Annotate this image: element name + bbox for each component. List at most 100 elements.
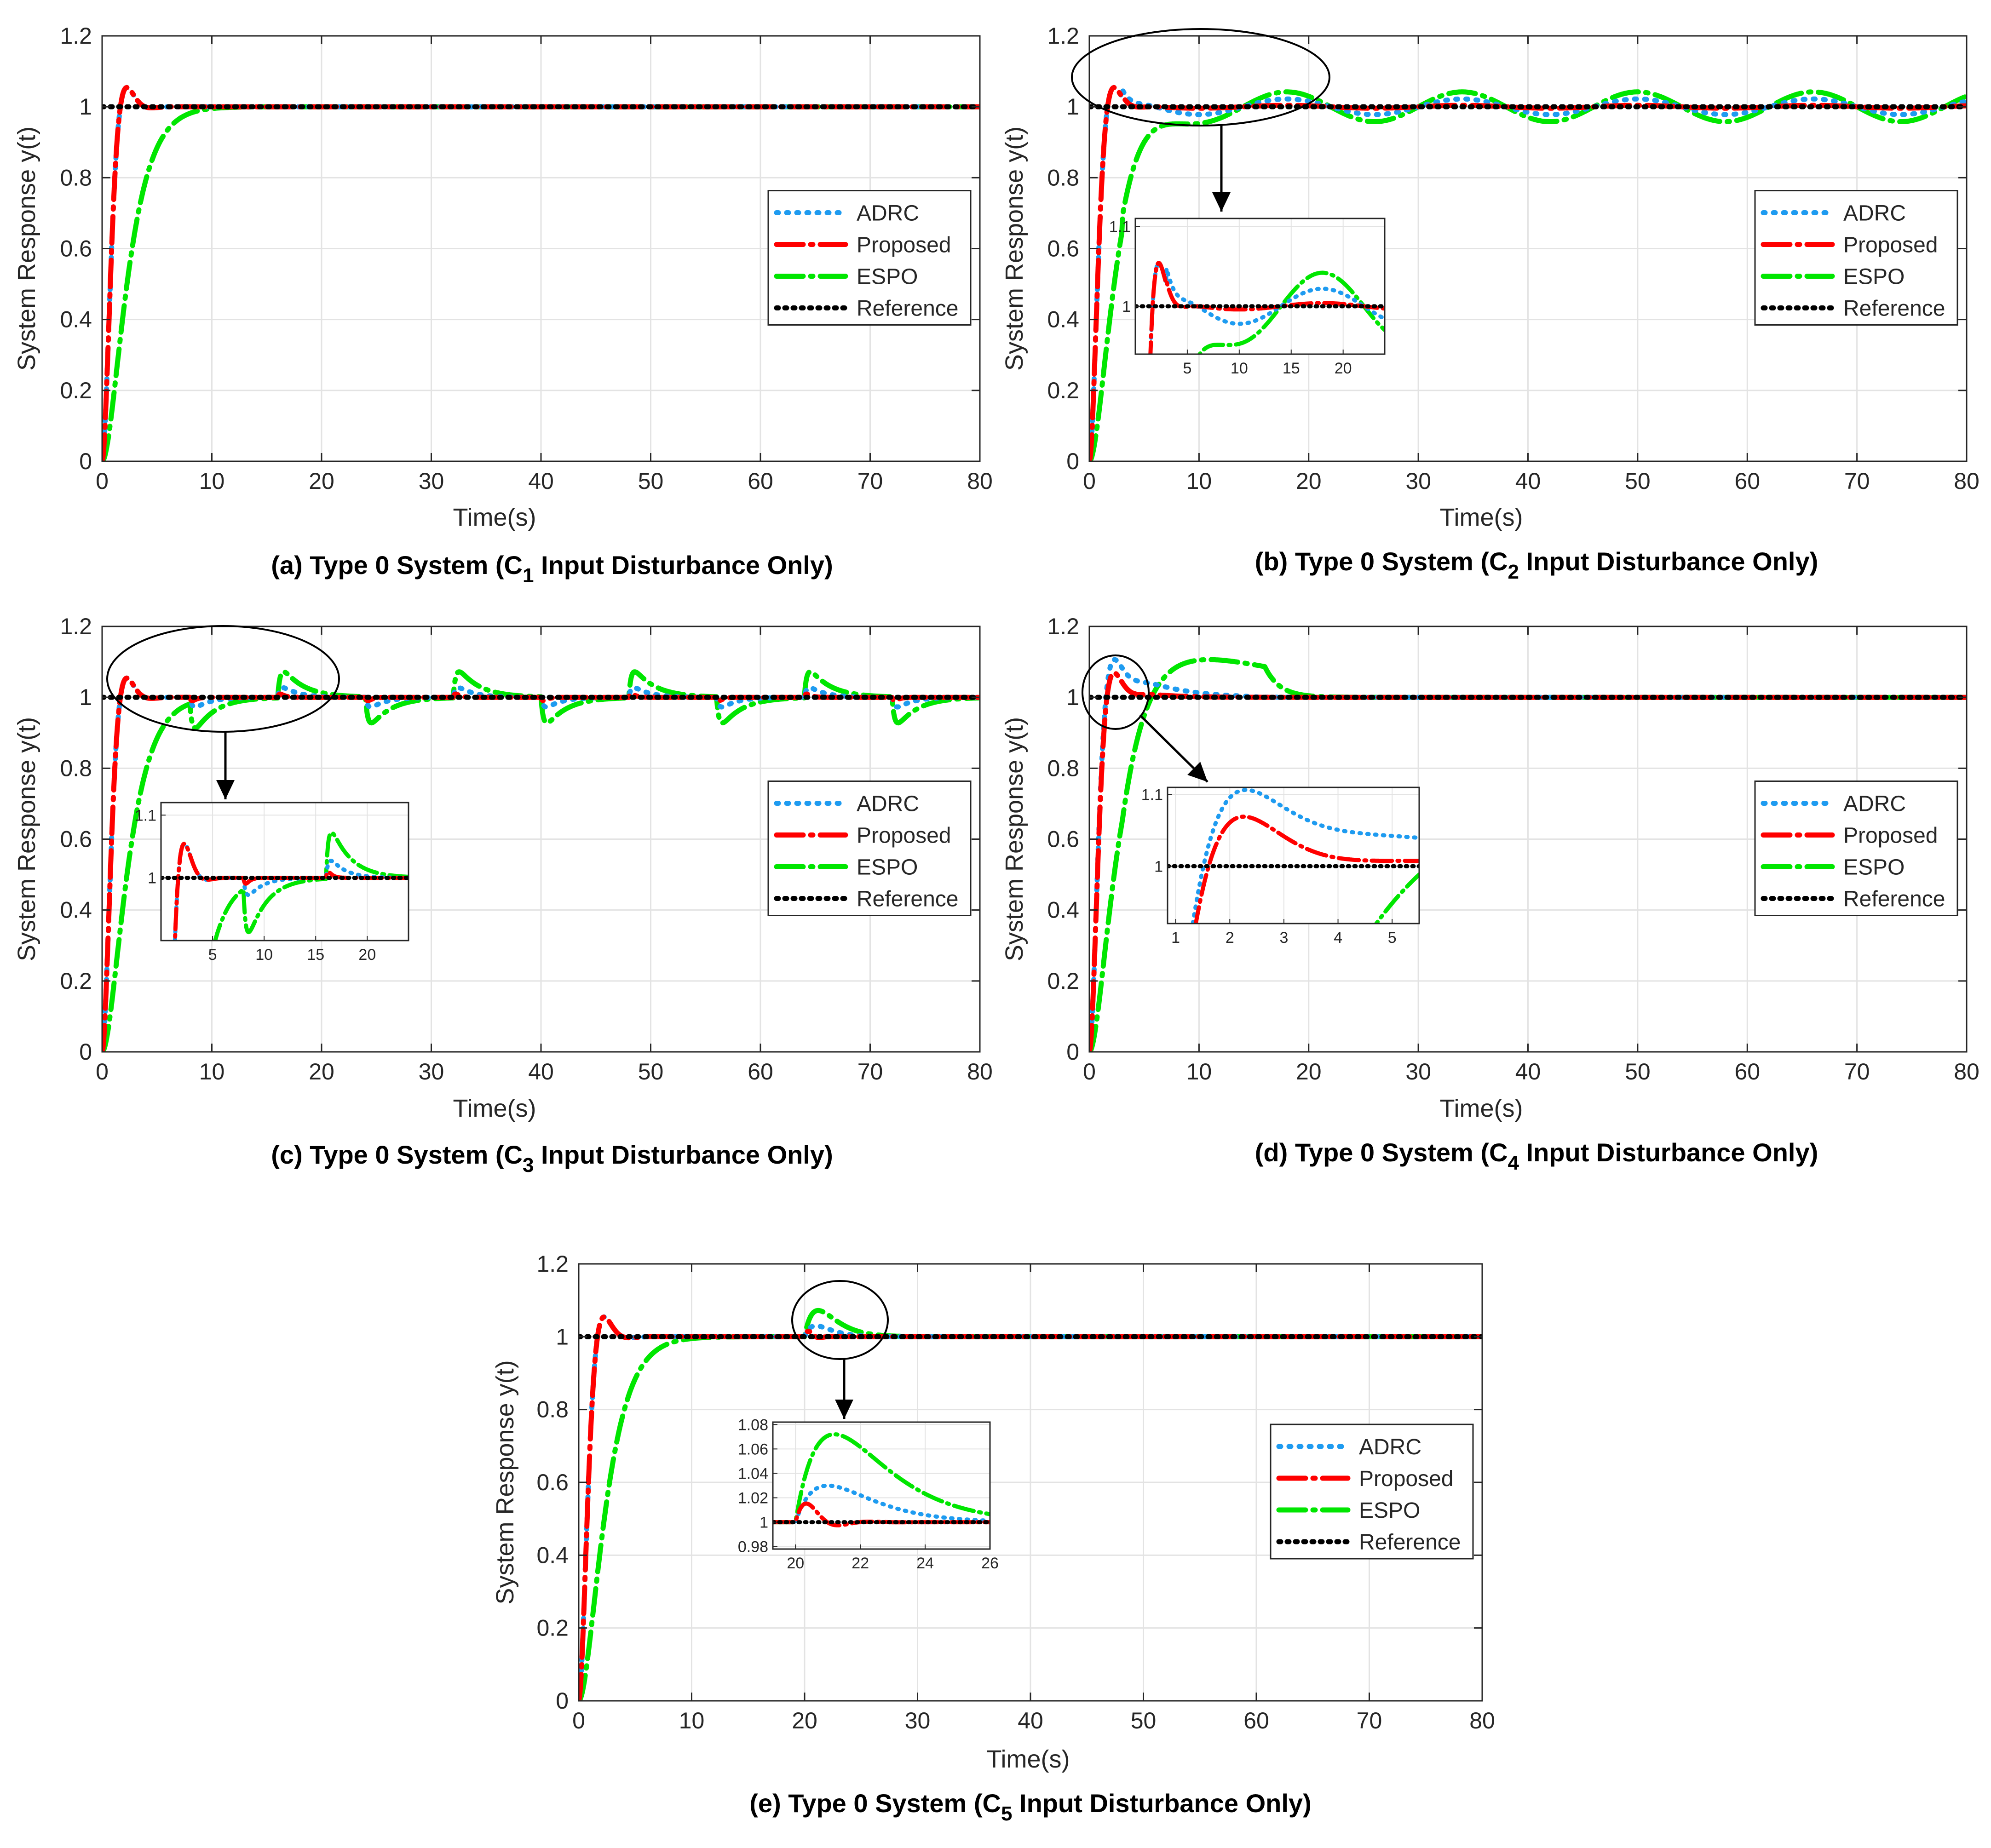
inset-e: 20 22 24 26 0.98 1 1.02 1.04 1.06 1.08	[738, 1416, 999, 1572]
legend-label: ESPO	[857, 265, 918, 289]
x-tick-label: 50	[638, 468, 664, 494]
y-tick-label: 1.2	[536, 1251, 569, 1277]
y-tick-label: 0	[1066, 448, 1079, 474]
y-tick-label: 0.2	[1047, 968, 1079, 994]
inset-series-adrc	[1148, 261, 1385, 354]
x-tick-label: 0	[96, 1059, 109, 1085]
x-tick-label: 10	[1186, 1059, 1212, 1085]
legend-label: Proposed	[1843, 233, 1938, 258]
x-tick-label: 20	[309, 1059, 334, 1085]
y-tick-label: 0.6	[1047, 826, 1079, 852]
y-tick-label: 0.2	[1047, 378, 1079, 403]
inset-y-tick-label: 1.08	[738, 1416, 768, 1434]
inset-y-tick-label: 1.06	[738, 1441, 768, 1458]
inset-series-proposed	[1193, 815, 1419, 924]
legend-label: ESPO	[1843, 855, 1905, 880]
series-group	[1089, 85, 1967, 461]
inset-x-tick-label: 1	[1171, 929, 1180, 947]
x-tick-label: 50	[1625, 468, 1651, 494]
series-espo	[1089, 89, 1967, 461]
x-axis-label: Time(s)	[453, 1095, 536, 1122]
legend-box	[1754, 190, 1958, 326]
x-axis-label: Time(s)	[987, 1745, 1070, 1773]
x-axis-label: Time(s)	[1440, 504, 1523, 531]
caption: (e) Type 0 System (C5 Input Disturbance …	[749, 1789, 1311, 1825]
chart-panel-a: 0 10 20 30 40 50 60 70 80 0 0.2 0.4 0.6 0.8 1 1.2 Time(s…	[13, 23, 993, 587]
zoom-ellipse	[791, 1280, 889, 1360]
inset-d: 1 2 3 4 5 1 1.1	[1141, 786, 1420, 947]
inset-x-tick-label: 4	[1334, 929, 1342, 947]
x-axis-label: Time(s)	[453, 504, 536, 531]
inset-series-espo	[1197, 270, 1385, 354]
x-tick-label: 60	[748, 1059, 773, 1085]
y-tick-label: 0	[556, 1688, 569, 1714]
legend-label: ADRC	[857, 201, 919, 226]
x-tick-label: 30	[905, 1708, 931, 1733]
caption: (b) Type 0 System (C2 Input Disturbance …	[1255, 547, 1818, 583]
legend-box	[767, 781, 972, 916]
inset-b: 5 10 15 20 1 1.1	[1109, 218, 1386, 377]
y-tick-label: 0.6	[60, 826, 92, 852]
legend-label: Reference	[1843, 297, 1945, 321]
zoom-ellipse	[1071, 28, 1330, 126]
y-tick-label: 1.2	[1047, 614, 1079, 639]
inset-box	[772, 1421, 991, 1550]
zoom-arrowhead	[835, 1400, 853, 1419]
legend-label: ADRC	[1843, 201, 1906, 226]
inset-y-tick-label: 0.98	[738, 1538, 768, 1556]
inset-y-tick-label: 1	[148, 870, 156, 887]
x-tick-label: 80	[967, 1059, 993, 1085]
chart-panel-b: 0 10 20 30 40 50 60 70 80 0 0.2 0.4 0.6 0.8 1 1.2 Time(s…	[1001, 23, 1979, 583]
x-tick-label: 10	[1186, 468, 1212, 494]
y-tick-label: 0.6	[536, 1469, 569, 1495]
x-tick-label: 0	[572, 1708, 585, 1733]
chart-panel-d: 0 10 20 30 40 50 60 70 80 0 0.2 0.4 0.6 0.8 1 1.2 Time(s…	[1001, 614, 1979, 1174]
legend: ADRC Proposed ESPO Reference	[1754, 190, 1958, 326]
y-tick-label: 1.2	[60, 614, 92, 639]
x-tick-label: 20	[1296, 1059, 1322, 1085]
inset-series-adrc	[1191, 788, 1419, 924]
x-tick-label: 40	[1018, 1708, 1043, 1733]
inset-series	[1135, 261, 1385, 354]
zoom-ellipse	[106, 625, 340, 733]
inset-y-tick-label: 1.1	[1141, 786, 1163, 804]
y-tick-label: 0	[79, 448, 92, 474]
y-tick-label: 0.4	[1047, 307, 1079, 333]
y-tick-label: 0.2	[60, 968, 92, 994]
inset-x-tick-label: 15	[307, 946, 324, 964]
legend-label: Reference	[857, 887, 958, 912]
legend-label: Reference	[1843, 887, 1945, 912]
x-tick-label: 30	[419, 1059, 444, 1085]
inset-x-tick-label: 5	[1388, 929, 1397, 947]
zoom-arrowhead	[1212, 192, 1231, 212]
x-tick-label: 30	[1405, 468, 1431, 494]
inset-series	[161, 831, 409, 941]
inset-y-tick-label: 1.02	[738, 1490, 768, 1507]
y-tick-label: 0.4	[60, 307, 92, 333]
inset-y-tick-label: 1	[1122, 298, 1131, 316]
x-tick-label: 20	[309, 468, 334, 494]
x-tick-label: 60	[1243, 1708, 1269, 1733]
inset-y-tick-label: 1	[1154, 858, 1163, 875]
legend-label: ADRC	[857, 792, 919, 816]
x-tick-label: 10	[199, 1059, 225, 1085]
inset-x-tick-label: 5	[1183, 360, 1191, 377]
legend: ADRC Proposed ESPO Reference	[767, 781, 972, 916]
inset-x-tick-label: 15	[1283, 360, 1300, 377]
x-tick-label: 0	[1083, 468, 1096, 494]
inset-y-tick-label: 1.1	[135, 807, 156, 824]
y-tick-label: 0.8	[1047, 755, 1079, 781]
inset-series	[773, 1432, 990, 1527]
zoom-arrowhead	[216, 780, 235, 799]
y-tick-label: 1.2	[60, 23, 92, 49]
inset-x-tick-label: 26	[981, 1555, 999, 1572]
series-adrc	[579, 1314, 1482, 1701]
series-group	[1089, 657, 1967, 1052]
inset-x-tick-label: 24	[916, 1555, 934, 1572]
inset-x-tick-label: 5	[208, 946, 217, 964]
y-tick-label: 0.8	[1047, 165, 1079, 190]
legend: ADRC Proposed ESPO Reference	[1270, 1423, 1474, 1560]
x-tick-label: 0	[1083, 1059, 1096, 1085]
zoom-ellipse	[1082, 654, 1150, 730]
x-tick-label: 50	[638, 1059, 664, 1085]
